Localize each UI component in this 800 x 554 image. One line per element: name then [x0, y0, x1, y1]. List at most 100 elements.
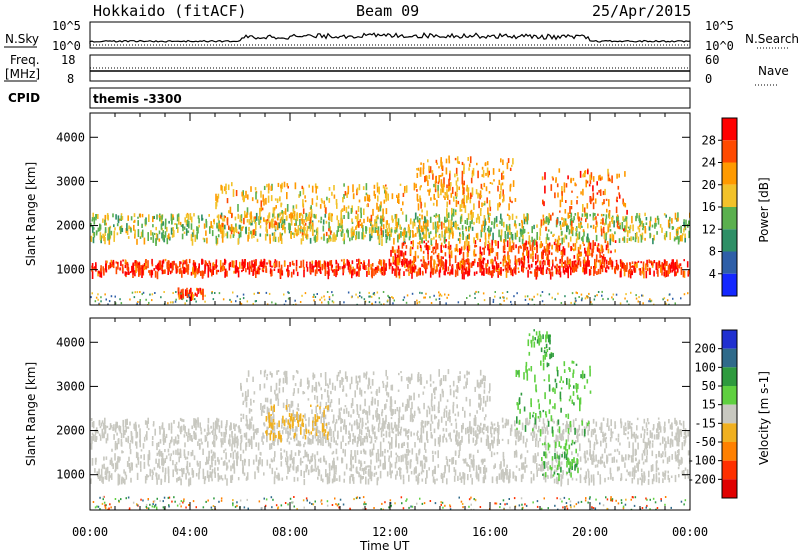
- power-cell: [320, 236, 323, 240]
- power-cell: [443, 245, 445, 248]
- velocity-cell: [643, 418, 646, 424]
- power-cell: [433, 294, 435, 297]
- power-cell: [459, 248, 461, 256]
- velocity-cell: [221, 478, 224, 481]
- power-cell: [455, 167, 458, 174]
- velocity-cell: [468, 453, 471, 460]
- power-cell: [580, 252, 582, 257]
- power-cell: [404, 241, 406, 245]
- power-cell: [518, 260, 521, 266]
- power-cell: [357, 296, 359, 299]
- power-cell: [448, 178, 450, 186]
- power-cell: [534, 269, 536, 277]
- velocity-cell: [498, 473, 501, 480]
- power-cell: [487, 207, 489, 215]
- power-cell: [445, 167, 448, 175]
- power-cell: [536, 293, 539, 296]
- power-cell: [167, 302, 169, 305]
- power-cell: [445, 158, 448, 164]
- power-cell: [492, 298, 495, 301]
- power-cell: [235, 268, 237, 274]
- velocity-cell: [480, 459, 483, 463]
- power-cell: [433, 193, 435, 200]
- velocity-cell: [368, 429, 370, 437]
- power-cell: [97, 293, 99, 296]
- velocity-cell: [389, 442, 392, 446]
- power-cell: [302, 222, 304, 226]
- velocity-cell: [544, 427, 547, 434]
- power-cell: [588, 260, 590, 267]
- power-cell: [150, 237, 152, 240]
- velocity-cell: [632, 433, 634, 437]
- power-cell: [542, 268, 544, 276]
- velocity-cell: [303, 479, 306, 486]
- power-cell: [446, 201, 448, 208]
- velocity-cell: [384, 455, 386, 462]
- power-cell: [541, 176, 544, 181]
- power-cell: [486, 263, 489, 267]
- velocity-cell: [159, 466, 161, 469]
- power-cell: [607, 174, 610, 182]
- power-cell: [288, 222, 290, 230]
- velocity-cell: [398, 456, 400, 462]
- velocity-cell: [508, 475, 511, 483]
- power-cell: [501, 172, 503, 180]
- velocity-cell: [196, 460, 199, 466]
- power-cell: [632, 236, 634, 241]
- power-cell: [576, 262, 579, 269]
- power-cell: [221, 222, 224, 228]
- velocity-cell: [281, 430, 284, 435]
- power-cell: [120, 215, 123, 221]
- power-cell: [586, 233, 589, 240]
- velocity-cell: [118, 456, 120, 463]
- power-cell: [396, 194, 398, 198]
- velocity-cell: [175, 449, 177, 455]
- power-cell: [428, 169, 431, 174]
- power-cell: [465, 236, 468, 242]
- power-cell: [303, 266, 305, 271]
- power-cell: [237, 267, 240, 270]
- velocity-cell: [367, 478, 370, 485]
- velocity-cell: [595, 421, 598, 427]
- power-cell: [570, 217, 573, 223]
- power-cell: [454, 255, 457, 263]
- velocity-cell: [522, 473, 524, 479]
- power-cell: [450, 226, 452, 230]
- velocity-cell: [350, 450, 353, 457]
- power-cell: [239, 298, 241, 301]
- power-cell: [302, 187, 305, 195]
- power-cell: [570, 200, 573, 205]
- velocity-cell: [245, 423, 247, 427]
- velocity-cell: [485, 467, 488, 473]
- power-cell: [428, 165, 430, 171]
- velocity-cell: [251, 441, 253, 450]
- power-cell: [645, 217, 648, 221]
- velocity-cell: [433, 469, 436, 474]
- velocity-cell: [309, 439, 311, 442]
- power-cell: [574, 243, 577, 251]
- power-cell: [563, 217, 565, 225]
- velocity-cell: [354, 455, 357, 463]
- power-cell: [224, 271, 226, 278]
- power-cell: [457, 200, 460, 205]
- power-cell: [612, 298, 614, 301]
- power-cell: [679, 235, 682, 242]
- power-cell: [488, 200, 491, 207]
- power-cell: [119, 218, 121, 221]
- power-cell: [529, 240, 531, 247]
- power-cell: [595, 216, 597, 220]
- velocity-cell: [101, 464, 104, 469]
- velocity-cell: [160, 451, 163, 458]
- velocity-cell: [467, 464, 469, 467]
- power-cell: [405, 245, 408, 249]
- power-cell: [464, 220, 467, 224]
- velocity-cell: [390, 450, 392, 458]
- power-cell: [424, 225, 426, 229]
- power-cell: [390, 228, 393, 233]
- power-cell: [618, 238, 621, 243]
- velocity-cell: [655, 454, 658, 459]
- power-cell: [336, 230, 338, 237]
- velocity-cell: [431, 450, 434, 455]
- power-cell: [311, 226, 314, 235]
- velocity-cell: [357, 436, 359, 443]
